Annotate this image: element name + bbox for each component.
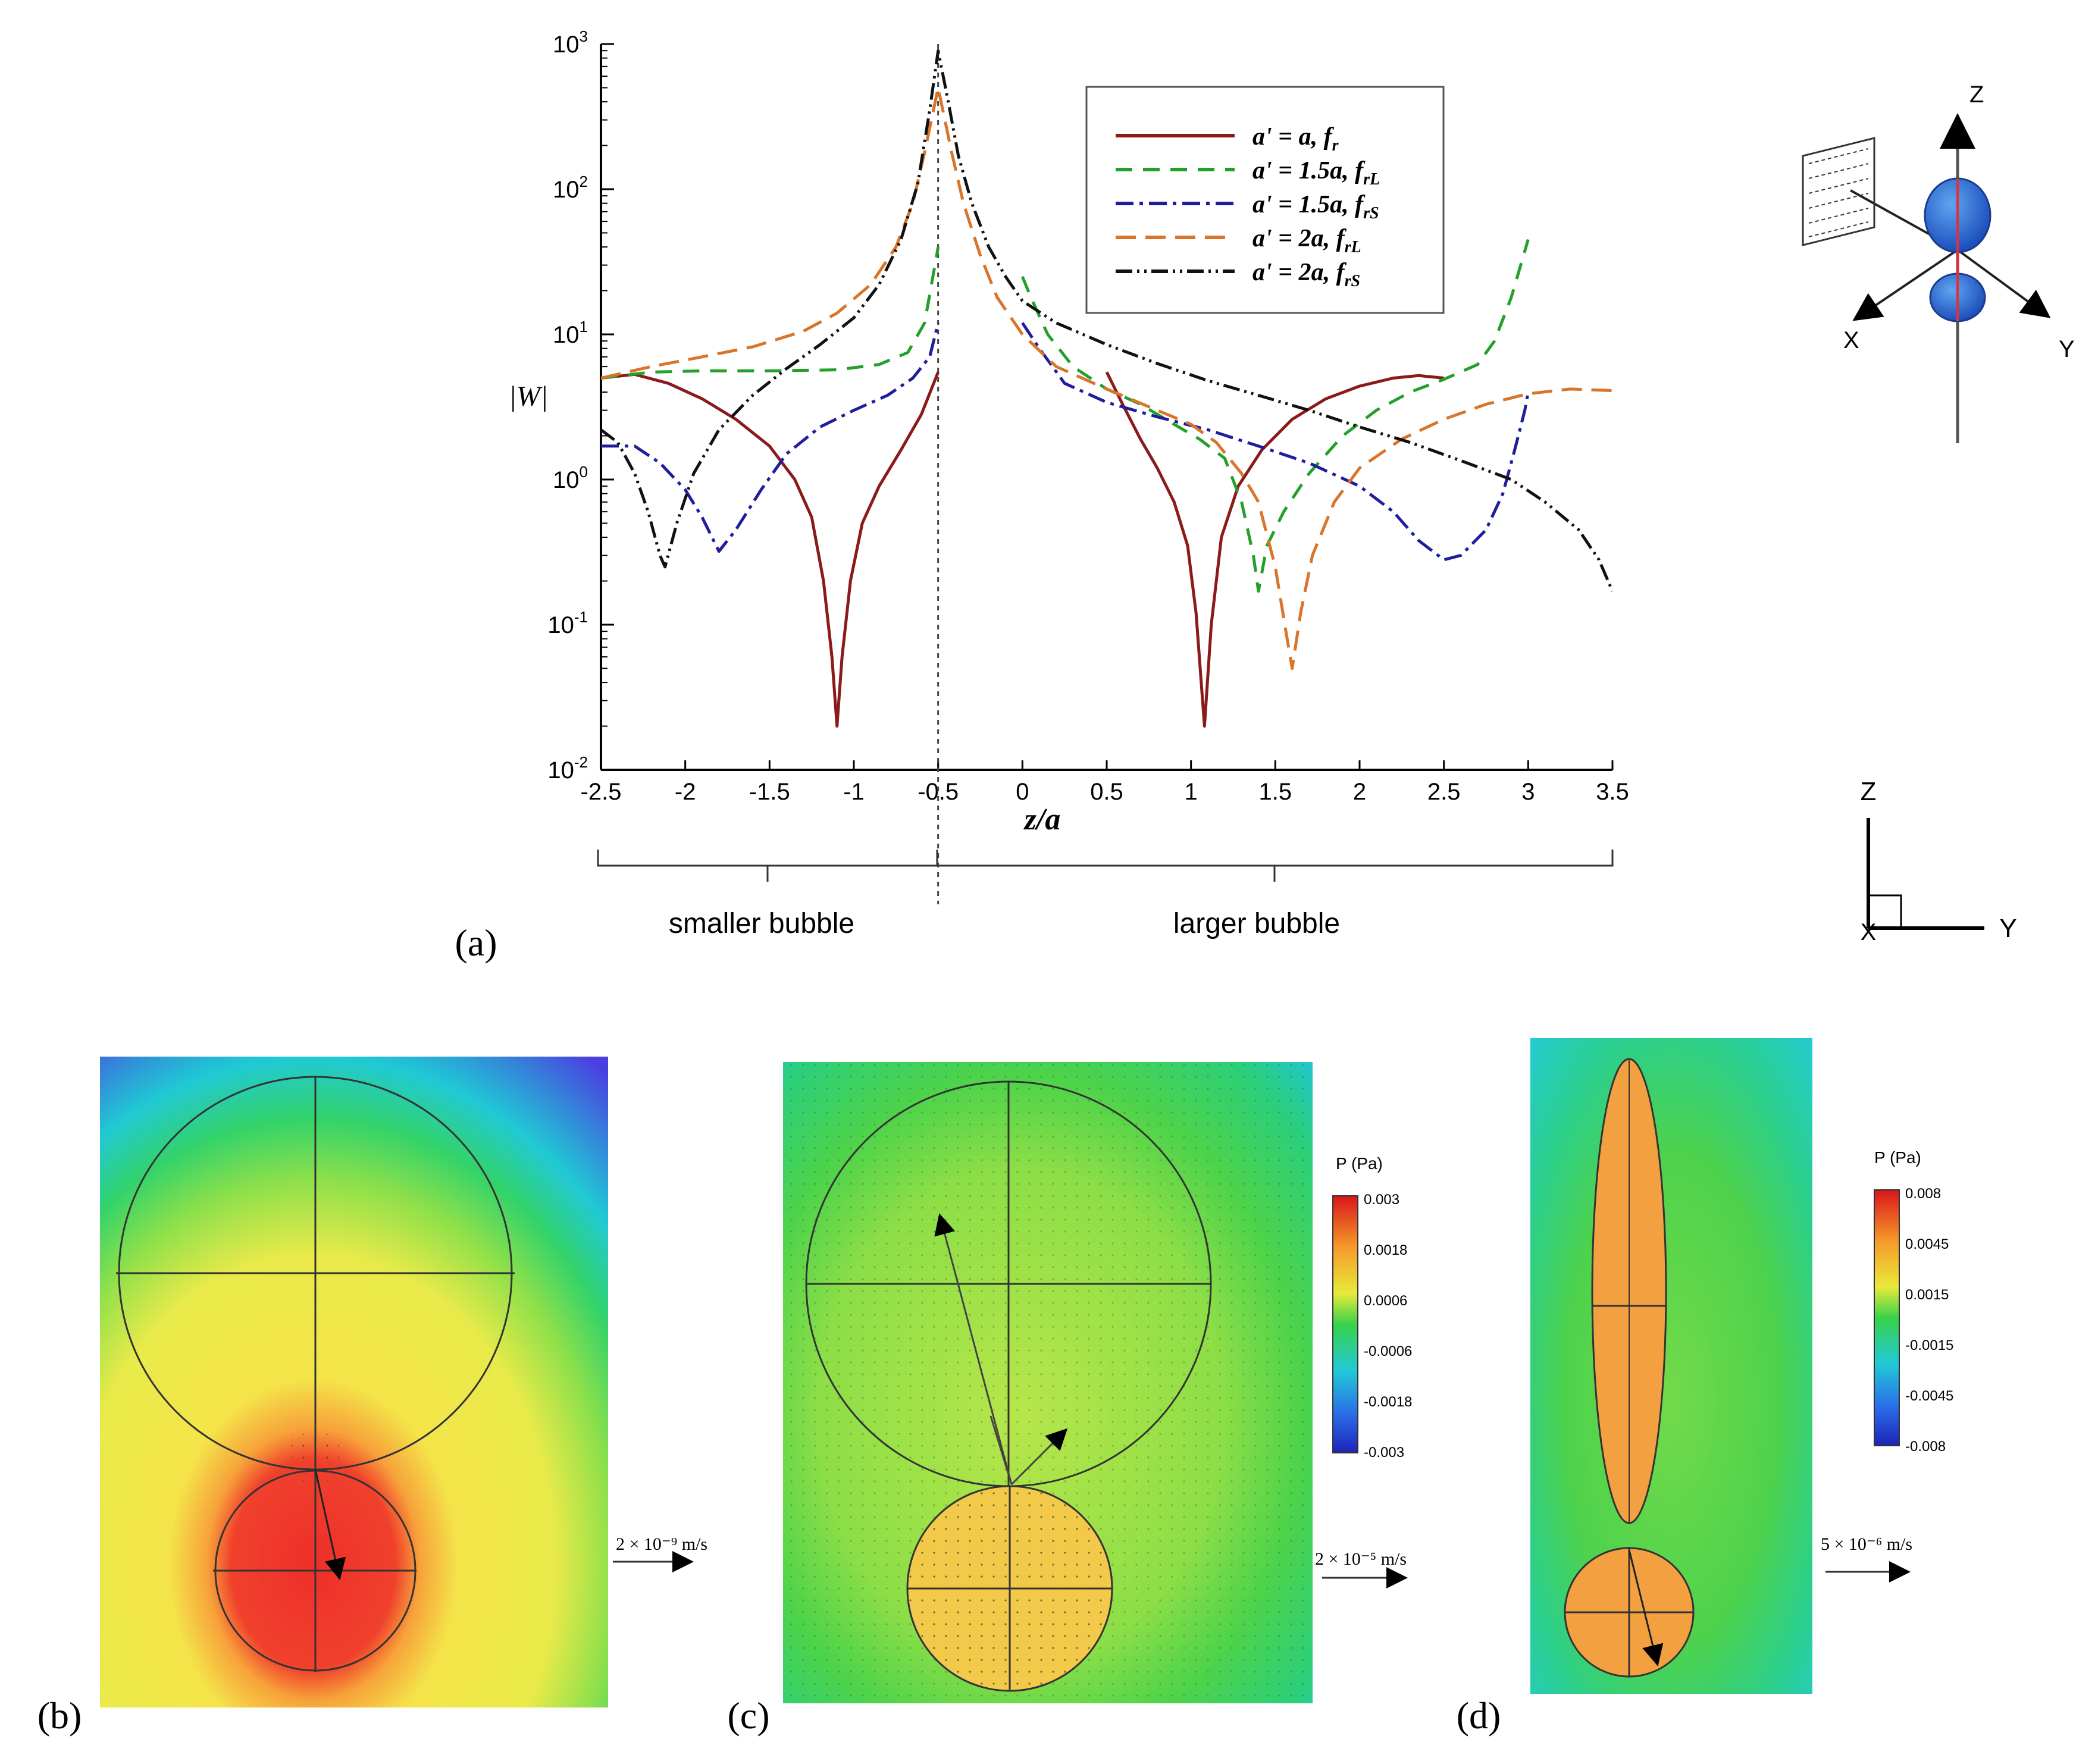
series-line-1: [1020, 239, 1530, 593]
axis-y-label-3d: Y: [2059, 336, 2075, 362]
colorbar-tick-label: 0.008: [1905, 1186, 1941, 1202]
y-tick-label: 102: [553, 173, 588, 203]
series-line-4: [601, 49, 1612, 592]
legend-label: a' = a, fr: [1252, 123, 1339, 155]
y-axis-label: |W|: [509, 381, 548, 412]
legend-label: a' = 1.5a, frS: [1252, 191, 1379, 223]
x-tick-label: 0: [1016, 779, 1029, 805]
plot-axes: -2.5 -2 -1.5 -1 -0.5 0 0.5 1 1.5 2 2.5 3 3.5 103 102 10…: [547, 27, 1629, 904]
colorbar-c-title: P (Pa): [1336, 1154, 1383, 1173]
series-line-0: [1105, 371, 1444, 728]
colorbar-tick-label: -0.0018: [1364, 1394, 1412, 1410]
wave-source-icon: [1802, 137, 1875, 246]
colorbar-tick-label: -0.0015: [1905, 1337, 1953, 1353]
colorbar-tick-label: -0.0045: [1905, 1388, 1953, 1404]
panel-label-d: (d): [1457, 1694, 1501, 1737]
x-tick-label: 3: [1521, 779, 1535, 805]
colorbar-c: P (Pa) 0.003 0.0018 0.0006 -0.0006 -0.0018 -0…: [1332, 1154, 1412, 1461]
panel-b-field: 2 × 10⁻⁹ m/s (b): [37, 1057, 707, 1737]
colorbar-d: P (Pa) 0.008 0.0045 0.0015 -0.0015 -0.0045 -0…: [1874, 1148, 1953, 1455]
x-tick-label: 2.5: [1427, 779, 1461, 805]
legend-label: a' = 2a, frL: [1252, 225, 1361, 256]
colorbar-tick-label: -0.003: [1364, 1445, 1404, 1461]
panel-label-b: (b): [37, 1694, 82, 1737]
series-line-2: [1021, 322, 1530, 562]
x-tick-label: -0.5: [918, 779, 959, 805]
panel-c-velocity-scale: 2 × 10⁻⁵ m/s: [1315, 1549, 1407, 1569]
x-axis-label: z/a: [1023, 803, 1061, 836]
x-tick-label: 1: [1185, 779, 1198, 805]
axes-3d-schematic: Z X Y: [1802, 82, 2075, 443]
panel-d-velocity-scale: 5 × 10⁻⁶ m/s: [1821, 1534, 1912, 1554]
colorbar-tick-label: -0.0006: [1364, 1343, 1412, 1359]
x-tick-label: 2: [1353, 779, 1366, 805]
y-tick-label: 101: [553, 318, 588, 348]
bracket-larger: [937, 850, 1614, 882]
x-tick-label: 0.5: [1090, 779, 1123, 805]
series-line-0: [601, 371, 940, 728]
x-tick-label: -2: [675, 779, 696, 805]
colorbar-tick-label: 0.0006: [1364, 1293, 1407, 1309]
colorbar-tick-label: -0.008: [1905, 1439, 1946, 1455]
x-tick-label: 1.5: [1259, 779, 1292, 805]
y-tick-label: 10-2: [547, 753, 588, 784]
x-tick-label: -1: [843, 779, 865, 805]
y-tick-label: 100: [553, 463, 588, 493]
series-line-2: [601, 322, 940, 553]
y-tick-label: 103: [553, 27, 588, 58]
y-tick-label: 10-1: [547, 608, 588, 638]
colorbar-c-ticks: 0.003 0.0018 0.0006 -0.0006 -0.0018 -0.003: [1364, 1192, 1412, 1461]
colorbar-tick-label: 0.0015: [1905, 1287, 1949, 1303]
colorbar-tick-label: 0.0045: [1905, 1236, 1949, 1252]
label-larger-bubble: larger bubble: [1173, 908, 1340, 939]
axis-x-label-2d: X: [1861, 919, 1877, 945]
colorbar-tick-label: 0.0018: [1364, 1242, 1407, 1258]
x-tick-label: 3.5: [1596, 779, 1629, 805]
legend-label: a' = 2a, frS: [1252, 259, 1360, 290]
panel-b-velocity-scale: 2 × 10⁻⁹ m/s: [616, 1534, 707, 1554]
axis-z-label-3d: Z: [1969, 82, 1984, 108]
x-tick-label: -1.5: [749, 779, 790, 805]
axes-2d-triad: Z X Y: [1861, 777, 2017, 945]
chart-a: -2.5 -2 -1.5 -1 -0.5 0 0.5 1 1.5 2 2.5 3 3.5 103 102 10…: [455, 27, 1629, 964]
panel-label-c: (c): [727, 1694, 769, 1737]
colorbar-d-ticks: 0.008 0.0045 0.0015 -0.0015 -0.0045 -0.008: [1905, 1186, 1953, 1455]
axis-y-label-2d: Y: [1999, 914, 2016, 943]
series-line-1: [601, 246, 940, 380]
axis-z-label-2d: Z: [1861, 777, 1877, 806]
colorbar-tick-label: 0.003: [1364, 1192, 1399, 1208]
panel-c-field: 2 × 10⁻⁵ m/s (c): [727, 1062, 1408, 1737]
panel-d-field: 5 × 10⁻⁶ m/s (d): [1457, 1038, 1912, 1737]
bracket-smaller: [597, 850, 938, 882]
legend-label: a' = 1.5a, frL: [1252, 157, 1380, 189]
legend-box: [1085, 86, 1445, 314]
x-tick-label: -2.5: [581, 779, 622, 805]
panel-label-a: (a): [455, 922, 497, 964]
axis-x-label-3d: X: [1843, 327, 1859, 353]
colorbar-d-title: P (Pa): [1874, 1148, 1921, 1167]
series-line-3: [601, 86, 1612, 670]
label-smaller-bubble: smaller bubble: [669, 908, 854, 939]
plot-series: [601, 49, 1612, 728]
